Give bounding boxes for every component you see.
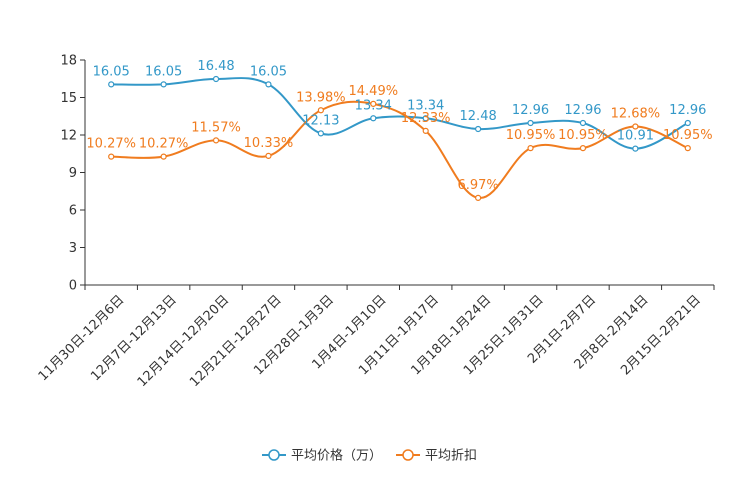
y-tick-label: 18: [60, 54, 77, 69]
data-point[interactable]: [212, 75, 220, 83]
data-point[interactable]: [317, 130, 324, 137]
data-label: 16.05: [93, 64, 130, 79]
legend-label: 平均折扣: [425, 449, 477, 464]
legend[interactable]: 平均价格（万） 平均折扣: [262, 448, 477, 464]
data-point[interactable]: [527, 119, 534, 127]
data-label: 10.91: [617, 129, 654, 144]
x-tick-label: 12月14日-12月20日: [135, 293, 232, 390]
y-tick-label: 9: [69, 166, 77, 181]
data-label: 14.49%: [349, 84, 399, 99]
data-label: 10.95%: [558, 128, 608, 143]
data-point[interactable]: [265, 81, 272, 88]
y-tick-label: 15: [60, 91, 77, 106]
x-tick-label: 11月30日-12月6日: [36, 293, 128, 385]
data-point[interactable]: [475, 125, 482, 133]
data-point[interactable]: [632, 145, 639, 152]
data-label: 10.33%: [244, 136, 294, 151]
data-point[interactable]: [317, 107, 324, 114]
data-label: 12.33%: [401, 111, 451, 126]
data-label: 10.95%: [506, 128, 556, 143]
data-label: 16.48: [197, 59, 234, 74]
data-point[interactable]: [684, 119, 691, 127]
data-label: 6.97%: [457, 178, 498, 193]
series-lines: [108, 75, 691, 201]
legend-marker: [268, 449, 280, 461]
legend-item-1[interactable]: 平均价格（万）: [262, 448, 382, 464]
x-tick-label: 12月21日-12月27日: [187, 293, 284, 390]
data-label: 12.68%: [611, 107, 661, 122]
y-tick-label: 0: [69, 279, 77, 294]
data-point[interactable]: [684, 145, 691, 152]
data-labels: 16.05 16.05 16.48 16.05 12.13 13.34 13.34 12.48…: [86, 59, 712, 193]
data-point[interactable]: [160, 81, 167, 88]
data-point[interactable]: [370, 100, 377, 107]
data-label: 12.48: [460, 109, 497, 124]
data-label: 12.96: [564, 103, 601, 118]
data-point[interactable]: [579, 119, 587, 127]
data-point[interactable]: [265, 152, 272, 159]
y-tick-label: 3: [69, 241, 77, 256]
data-point[interactable]: [108, 153, 115, 160]
data-point[interactable]: [160, 153, 167, 160]
data-label: 11.57%: [191, 120, 241, 135]
legend-item-2[interactable]: 平均折扣: [396, 449, 477, 464]
y-tick-label: 6: [69, 204, 77, 219]
data-label: 10.95%: [663, 128, 713, 143]
series-line-1: [111, 77, 689, 150]
data-label: 16.05: [145, 64, 182, 79]
data-point[interactable]: [632, 123, 639, 130]
data-label: 12.13: [302, 113, 339, 128]
data-point[interactable]: [370, 115, 377, 122]
legend-label: 平均价格（万）: [291, 448, 382, 464]
data-point[interactable]: [212, 137, 220, 144]
y-tick-label: 12: [60, 129, 77, 144]
legend-marker: [402, 449, 414, 461]
data-label: 16.05: [250, 64, 287, 79]
data-point[interactable]: [527, 145, 534, 152]
data-label: 12.96: [669, 103, 706, 118]
data-point[interactable]: [108, 81, 115, 88]
data-point[interactable]: [422, 115, 429, 122]
data-label: 13.34: [355, 98, 392, 113]
data-label: 10.27%: [139, 137, 189, 152]
data-point[interactable]: [422, 127, 429, 134]
data-label: 13.98%: [296, 90, 346, 105]
data-point[interactable]: [579, 145, 587, 152]
data-label: 13.34: [407, 98, 444, 113]
data-point[interactable]: [475, 194, 482, 201]
data-label: 10.27%: [86, 137, 136, 152]
data-label: 12.96: [512, 103, 549, 118]
